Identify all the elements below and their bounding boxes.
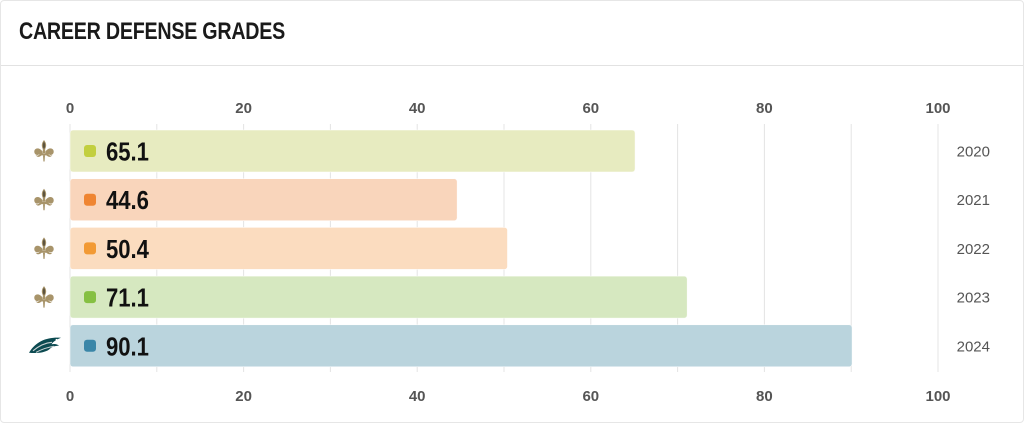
bar-row-2023: 71.1 2023 [34,275,990,319]
x-tick-label-bottom: 0 [66,388,74,405]
bar-row-2024: 90.1 2024 [28,324,990,368]
x-tick-label-bottom: 40 [409,388,426,405]
x-tick-label-top: 60 [582,100,599,117]
x-tick-label-top: 80 [756,100,773,117]
saints-fleur-de-lis-icon [34,286,54,308]
bar-value-label: 65.1 [106,138,149,167]
x-tick-label-top: 40 [409,100,426,117]
grade-color-dot [84,291,96,304]
card-title: CAREER DEFENSE GRADES [19,18,286,45]
year-label: 2024 [957,338,990,355]
saints-fleur-de-lis-icon [34,188,54,211]
card-header: CAREER DEFENSE GRADES [1,1,1023,66]
x-tick-label-top: 100 [925,100,950,117]
eagles-logo-icon [28,337,62,354]
grade-color-dot [84,145,96,157]
x-tick-label-top: 20 [235,100,252,117]
bar-value-label: 90.1 [106,333,149,362]
bar[interactable] [69,129,636,173]
year-label: 2023 [957,290,990,307]
saints-fleur-de-lis-icon [34,140,54,162]
x-tick-label-bottom: 20 [235,388,252,405]
year-label: 2022 [957,241,990,258]
x-tick-label-bottom: 60 [582,388,599,405]
x-tick-label-bottom: 80 [756,388,773,405]
year-label: 2020 [957,144,990,161]
grade-color-dot [84,339,96,352]
x-axis-top: 0 20 40 60 80 100 [66,100,951,117]
bar[interactable] [69,178,458,221]
bar-row-2021: 44.6 2021 [34,178,990,221]
bar[interactable] [69,275,688,319]
grade-color-dot [84,242,96,255]
x-tick-label-bottom: 100 [925,388,950,405]
x-tick-label-top: 0 [66,100,74,117]
year-label: 2021 [957,192,990,209]
bar-row-2022: 50.4 2022 [34,227,990,270]
bar-row-2020: 65.1 2020 [34,129,990,173]
bar[interactable] [69,324,853,368]
bar-value-label: 44.6 [106,187,149,216]
bar-value-label: 50.4 [106,235,150,264]
x-axis-bottom: 0 20 40 60 80 100 [66,388,951,405]
saints-fleur-de-lis-icon [34,237,54,259]
bar-value-label: 71.1 [106,284,149,313]
bar[interactable] [69,227,508,270]
grade-color-dot [84,193,96,206]
chart-bars: 65.1 2020 44.6 2021 50.4 2022 71.1 2023 90.1 2024 [28,129,990,368]
